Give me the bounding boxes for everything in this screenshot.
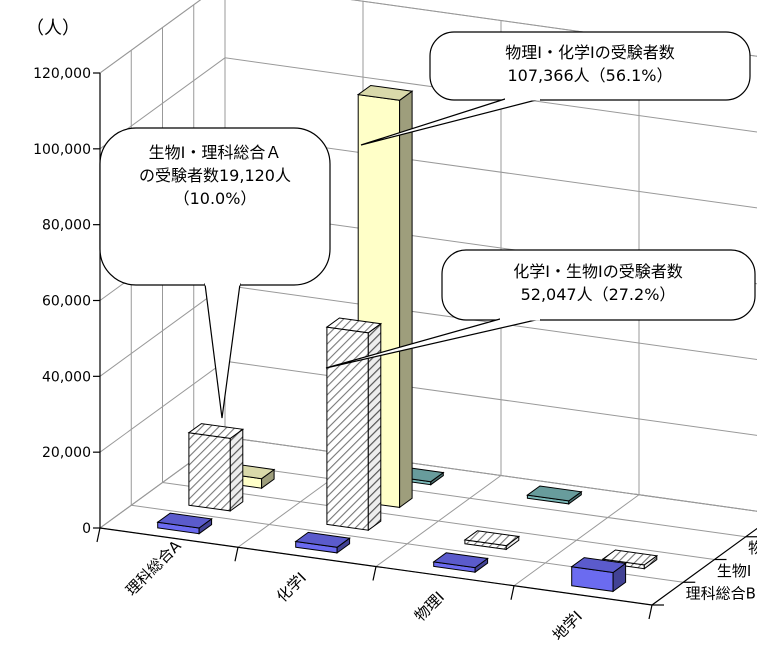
- depth-category-label: 生物Ⅰ: [717, 562, 751, 580]
- x-category-label: 理科総合A: [122, 536, 185, 599]
- depth-category-label: 物理Ⅰ: [748, 539, 757, 557]
- callout: 物理Ⅰ・化学Ⅰの受験者数 107,366人（56.1%）: [360, 31, 751, 146]
- bar: [526, 485, 583, 505]
- callout: 化学Ⅰ・生物Ⅰの受験者数 52,047人（27.2%）: [325, 249, 756, 369]
- bar: [325, 317, 383, 532]
- bar-top-face: [601, 549, 659, 566]
- bar-top-face: [432, 552, 489, 569]
- x-tick-mark: [648, 604, 653, 620]
- x-category-label: 地学Ⅰ: [549, 607, 586, 644]
- callout-text: （10.0%）: [174, 189, 257, 208]
- y-tick-label: 0: [82, 521, 91, 537]
- bar-top-face: [463, 530, 521, 547]
- chart-axes: 0 20,000 40,000 60,000 80,000 100,000 120,000 理…: [33, 66, 757, 644]
- floor-gridline: [162, 482, 715, 560]
- callout: 生物Ⅰ・理科総合Ａ の受験者数19,120人 （10.0%）: [99, 127, 331, 419]
- bar-top-face: [526, 485, 583, 502]
- callout-text: の受験者数19,120人: [139, 166, 291, 185]
- callout-tail: [204, 283, 241, 419]
- callout-text: 107,366人（56.1%）: [508, 66, 673, 85]
- bar: [156, 512, 213, 535]
- y-tick-label: 40,000: [42, 369, 91, 385]
- bar-side-face: [229, 428, 244, 512]
- bar-top-face: [156, 512, 213, 529]
- callout-text: 化学Ⅰ・生物Ⅰの受験者数: [513, 262, 682, 281]
- x-category-label: 物理Ⅰ: [411, 588, 448, 625]
- floor-gridline: [193, 459, 746, 538]
- x-tick-mark: [234, 547, 239, 562]
- bar-front-face: [188, 432, 231, 512]
- y-tick-label: 20,000: [42, 445, 91, 461]
- callout-box: [429, 31, 751, 101]
- bar-top-face: [187, 423, 245, 439]
- bar: [570, 557, 627, 593]
- depth-category-label: 理科総合B: [686, 585, 756, 603]
- x-tick-mark: [96, 527, 101, 543]
- y-tick-label: 60,000: [42, 294, 91, 310]
- callout-text: 生物Ⅰ・理科総合Ａ: [149, 143, 282, 162]
- bar: [463, 530, 521, 551]
- unit-label: （人）: [26, 18, 80, 39]
- chart-bars: [156, 84, 659, 593]
- callout-text: 物理Ⅰ・化学Ⅰの受験者数: [505, 43, 674, 62]
- bar: [432, 552, 489, 574]
- x-tick-mark: [510, 585, 515, 600]
- bar-side-face: [399, 90, 413, 509]
- bar-top-face: [294, 531, 351, 548]
- y-tick-label: 80,000: [42, 218, 91, 234]
- callout-text: 52,047人（27.2%）: [521, 285, 676, 304]
- callout-box: [441, 249, 756, 321]
- bar: [294, 531, 351, 554]
- bar-top-face: [325, 317, 383, 334]
- bar-top-face: [356, 84, 414, 101]
- y-tick-label: 100,000: [33, 142, 91, 158]
- x-category-label: 化学Ⅰ: [273, 569, 310, 606]
- x-tick-mark: [372, 566, 377, 581]
- gridline-horizontal: [99, 57, 757, 150]
- bar-top-face: [570, 557, 627, 574]
- y-tick-label: 120,000: [33, 66, 91, 82]
- chart-callouts: 物理Ⅰ・化学Ⅰの受験者数 107,366人（56.1%） 生物Ⅰ・理科総合Ａ の受験者…: [99, 31, 756, 419]
- bar: [187, 423, 245, 512]
